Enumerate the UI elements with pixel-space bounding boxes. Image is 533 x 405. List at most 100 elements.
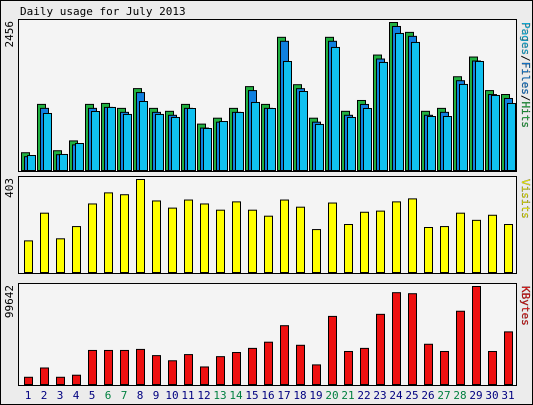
bar — [24, 240, 33, 273]
bar — [392, 292, 401, 385]
bar — [488, 350, 497, 385]
bar — [88, 203, 97, 273]
bar — [315, 123, 324, 172]
x-tick-label: 30 — [485, 389, 498, 402]
bar — [104, 349, 113, 386]
bar — [187, 107, 196, 172]
bar — [411, 41, 420, 171]
x-tick-label: 15 — [245, 389, 258, 402]
bar — [491, 94, 500, 171]
bar — [424, 227, 433, 273]
bar — [408, 198, 417, 273]
bar — [216, 356, 225, 386]
bar — [280, 325, 289, 385]
bar — [184, 354, 193, 386]
bar — [59, 153, 68, 172]
bar — [40, 367, 49, 385]
x-tick-label: 6 — [105, 389, 112, 402]
bar — [440, 226, 449, 273]
bar — [424, 343, 433, 386]
bar — [152, 355, 161, 386]
bar — [72, 374, 81, 385]
bar — [200, 203, 209, 273]
x-tick-label: 1 — [25, 389, 32, 402]
x-tick-label: 22 — [357, 389, 370, 402]
x-tick-label: 17 — [277, 389, 290, 402]
legend: KBytes — [519, 286, 532, 326]
bar — [264, 215, 273, 273]
bar — [344, 224, 353, 273]
bar — [120, 194, 129, 274]
y-tick-label: 403 — [3, 178, 16, 198]
bar — [283, 60, 292, 171]
bar — [360, 211, 369, 273]
bar — [248, 347, 257, 385]
y-tick-label: 99642 — [3, 285, 16, 318]
x-tick-label: 26 — [421, 389, 434, 402]
bar — [331, 46, 340, 171]
legend-entry: Files — [519, 62, 532, 95]
bar — [328, 202, 337, 274]
bar — [427, 116, 436, 171]
bar — [363, 107, 372, 172]
bar — [43, 112, 52, 171]
legend-separator: / — [519, 55, 532, 62]
bar — [40, 212, 49, 273]
legend-entry: Pages — [519, 22, 532, 55]
bar — [88, 349, 97, 386]
x-tick-label: 12 — [197, 389, 210, 402]
bar — [27, 154, 36, 172]
x-tick-label: 5 — [89, 389, 96, 402]
bar — [203, 127, 212, 171]
bar — [312, 229, 321, 273]
bar — [360, 347, 369, 385]
bar — [24, 376, 33, 386]
bar — [152, 200, 161, 273]
bar — [504, 224, 513, 273]
bar — [280, 199, 289, 274]
legend-entry: Hits — [519, 102, 532, 129]
bar — [168, 360, 177, 386]
bar — [56, 376, 65, 386]
bar — [347, 116, 356, 171]
legend: Visits — [519, 179, 532, 219]
x-tick-label: 31 — [501, 389, 514, 402]
bar — [472, 219, 481, 274]
bar — [200, 366, 209, 386]
bar — [56, 238, 65, 273]
x-tick-label: 21 — [341, 389, 354, 402]
x-tick-label: 3 — [57, 389, 64, 402]
bar — [267, 107, 276, 172]
x-tick-label: 9 — [153, 389, 160, 402]
legend-entry: KBytes — [519, 286, 532, 326]
x-tick-label: 13 — [213, 389, 226, 402]
bar — [379, 61, 388, 172]
bar — [376, 210, 385, 274]
bar — [296, 344, 305, 386]
bar — [235, 111, 244, 171]
bar — [216, 209, 225, 273]
bar — [136, 179, 145, 273]
chart-title: Daily usage for July 2013 — [20, 5, 186, 18]
bar — [168, 207, 177, 273]
bar — [395, 32, 404, 172]
bar — [251, 101, 260, 171]
bar — [408, 293, 417, 385]
bar — [91, 111, 100, 171]
x-tick-label: 28 — [453, 389, 466, 402]
bar — [219, 121, 228, 171]
bar — [72, 226, 81, 273]
x-tick-label: 4 — [73, 389, 80, 402]
bar — [507, 102, 516, 171]
bar — [155, 113, 164, 172]
bar — [443, 116, 452, 171]
legend: Pages/Files/Hits — [519, 22, 532, 128]
bar — [392, 201, 401, 273]
legend-separator: / — [519, 95, 532, 102]
bar — [139, 101, 148, 171]
x-tick-label: 11 — [181, 389, 194, 402]
bar — [504, 331, 513, 385]
x-tick-label: 16 — [261, 389, 274, 402]
bar — [456, 212, 465, 273]
